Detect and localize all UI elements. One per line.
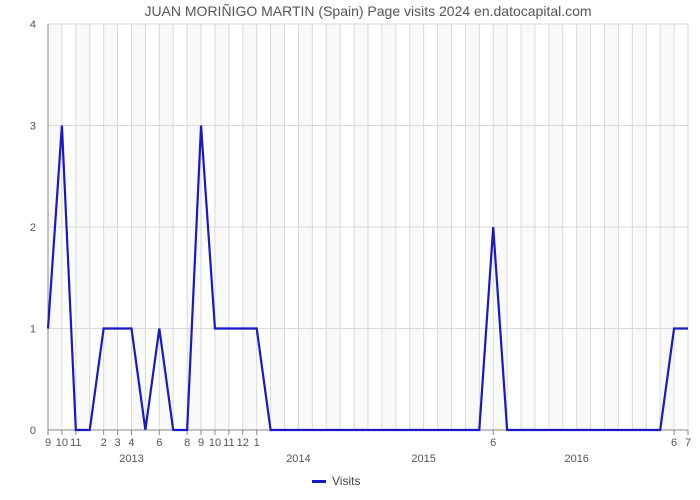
y-tick-label: 0: [30, 425, 36, 437]
y-tick-label: 3: [30, 121, 36, 133]
x-year-label: 2016: [564, 453, 588, 465]
x-tick-label: 1: [254, 437, 260, 449]
legend-label: Visits: [332, 474, 360, 488]
x-tick-label: 11: [70, 437, 81, 449]
y-tick-label: 2: [30, 222, 36, 234]
x-tick-label: 10: [56, 437, 68, 449]
x-tick-label: 3: [115, 437, 121, 449]
x-tick-label: 10: [209, 437, 221, 449]
x-year-label: 2014: [286, 453, 310, 465]
x-tick-label: 4: [128, 437, 134, 449]
y-tick-label: 1: [30, 324, 36, 336]
chart-container: { "chart": { "type": "line", "title": "J…: [0, 0, 700, 500]
x-year-label: 2015: [411, 453, 435, 465]
x-tick-label: 8: [184, 437, 190, 449]
x-year-label: 2013: [119, 453, 143, 465]
x-tick-label: 6: [156, 437, 162, 449]
y-tick-label: 4: [30, 19, 36, 31]
x-tick-label: 7: [685, 437, 691, 449]
x-tick-label: 9: [45, 437, 51, 449]
x-tick-label: 6: [490, 437, 496, 449]
x-tick-label: 9: [198, 437, 204, 449]
line-chart: 0123491011234689101112166720132014201520…: [0, 0, 700, 500]
legend-swatch: [312, 480, 326, 483]
x-tick-label: 6: [671, 437, 677, 449]
x-tick-label: 12: [237, 437, 249, 449]
x-tick-label: 11: [223, 437, 234, 449]
x-tick-label: 2: [101, 437, 107, 449]
chart-title: JUAN MORIÑIGO MARTIN (Spain) Page visits…: [144, 3, 591, 19]
